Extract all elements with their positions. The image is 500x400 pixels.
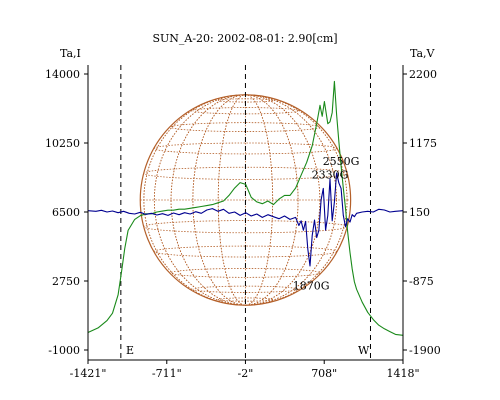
disk-latitude-line (153, 142, 337, 155)
east-marker: E (126, 344, 134, 357)
left-tick-label: 10250 (45, 137, 80, 150)
field-annotation: 2330G (312, 168, 349, 181)
right-tick-label: 2200 (409, 68, 437, 81)
x-tick-label: 1418" (386, 367, 419, 380)
x-tick-label: -1421" (70, 367, 107, 380)
right-axis-label: Ta,V (410, 47, 436, 60)
field-annotation: 2550G (323, 155, 360, 168)
left-tick-label: 14000 (45, 68, 80, 81)
disk-latitude-line (192, 107, 299, 115)
chart-title: SUN_A-20: 2002-08-01: 2.90[cm] (152, 32, 337, 45)
disk-latitude-line (170, 122, 321, 132)
x-tick-label: -2" (238, 367, 254, 380)
left-tick-label: -1000 (48, 344, 80, 357)
x-tick-label: 708" (311, 367, 337, 380)
series-line-right (87, 172, 404, 267)
right-tick-label: -1900 (409, 344, 441, 357)
west-marker: W (358, 344, 370, 357)
right-tick-label: -875 (409, 275, 434, 288)
series-lines (87, 80, 404, 336)
field-annotation: 1870G (293, 279, 330, 292)
left-tick-label: 6500 (52, 206, 80, 219)
right-tick-label: 150 (409, 206, 430, 219)
disk-latitude-line (192, 285, 299, 293)
axis-ticks: 14000 10250 6500 2750 -1000 2200 1175 150 -875 -1… (45, 68, 441, 380)
left-tick-label: 2750 (52, 275, 80, 288)
right-tick-label: 1175 (409, 137, 437, 150)
left-axis-label: Ta,I (60, 47, 81, 60)
x-tick-label: -711" (152, 367, 182, 380)
disk-latitude-line (153, 245, 337, 258)
disk-latitude-line (170, 268, 321, 278)
